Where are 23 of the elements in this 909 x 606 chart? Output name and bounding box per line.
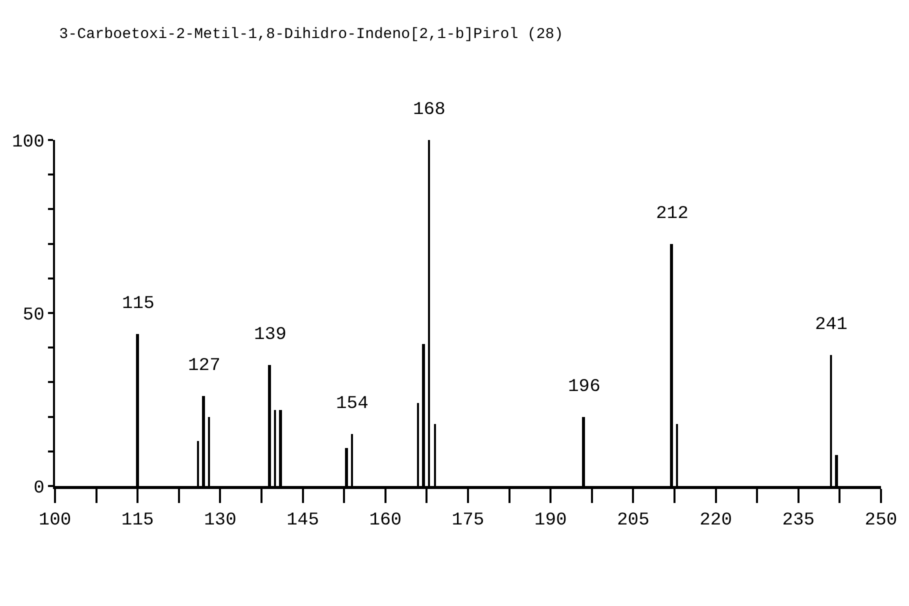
y-tick-label: 0 bbox=[34, 478, 44, 498]
y-tick-label: 50 bbox=[22, 305, 44, 326]
annotation: 241 bbox=[815, 315, 848, 335]
annotation: 212 bbox=[656, 204, 688, 224]
x-tick-label: 175 bbox=[452, 510, 484, 531]
x-tick-label: 205 bbox=[616, 510, 650, 531]
x-tick-label: 100 bbox=[38, 510, 72, 531]
x-tick-label: 145 bbox=[286, 510, 320, 531]
annotation: 154 bbox=[336, 394, 368, 414]
annotation: 168 bbox=[413, 100, 446, 120]
annotation: 127 bbox=[188, 356, 220, 376]
x-tick-label: 220 bbox=[700, 510, 732, 531]
x-tick-label: 235 bbox=[782, 510, 815, 531]
annotation: 139 bbox=[254, 325, 286, 345]
x-tick-label: 160 bbox=[369, 510, 402, 531]
x-tick-label: 115 bbox=[121, 510, 154, 531]
annotation: 115 bbox=[122, 294, 154, 314]
annotation: 196 bbox=[568, 377, 600, 397]
x-tick-label: 250 bbox=[864, 510, 898, 531]
y-tick-label: 100 bbox=[12, 132, 44, 152]
x-tick-label: 130 bbox=[204, 510, 236, 531]
x-tick-label: 190 bbox=[534, 510, 567, 531]
chart-title: 3-Carboetoxi-2-Metil-1,8-Dihidro-Indeno[2,1-b]Pirol (28) bbox=[59, 26, 564, 43]
